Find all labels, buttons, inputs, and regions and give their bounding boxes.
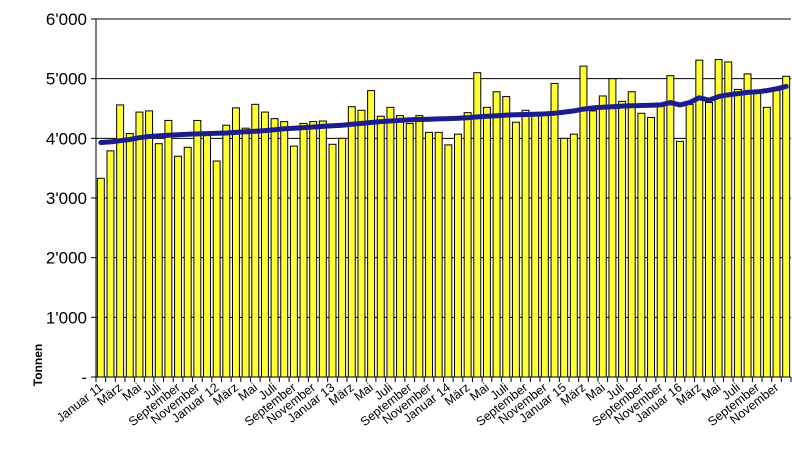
bar bbox=[376, 115, 385, 378]
bar bbox=[704, 102, 713, 378]
bar bbox=[328, 143, 337, 378]
bar bbox=[762, 106, 771, 378]
bar bbox=[647, 116, 656, 378]
bar bbox=[656, 105, 665, 378]
bar bbox=[386, 106, 395, 378]
bar bbox=[260, 111, 269, 378]
trend-line bbox=[98, 83, 789, 145]
bar bbox=[569, 133, 578, 378]
y-tick-label: 6'000 bbox=[46, 10, 87, 29]
bar bbox=[145, 110, 154, 378]
bar bbox=[444, 144, 453, 378]
bar bbox=[482, 106, 491, 378]
bar bbox=[521, 109, 530, 378]
bar bbox=[164, 119, 173, 378]
y-tick-label: 1'000 bbox=[46, 308, 87, 327]
bar bbox=[685, 103, 694, 378]
bar bbox=[222, 124, 231, 378]
bar bbox=[309, 121, 318, 378]
bar bbox=[434, 131, 443, 378]
y-tick-label: 5'000 bbox=[46, 70, 87, 89]
bar bbox=[212, 160, 221, 378]
axes bbox=[95, 19, 792, 382]
bar bbox=[589, 110, 598, 378]
bar bbox=[676, 140, 684, 378]
bar bbox=[425, 131, 433, 378]
bar bbox=[318, 120, 327, 378]
trend-line-series bbox=[98, 83, 789, 145]
bar bbox=[502, 96, 511, 378]
bar bbox=[289, 145, 298, 378]
bar bbox=[357, 109, 366, 378]
bar bbox=[724, 61, 733, 378]
bar bbox=[270, 118, 279, 378]
bar bbox=[666, 75, 675, 378]
bar bbox=[405, 122, 414, 378]
bar bbox=[627, 91, 636, 378]
bar bbox=[154, 143, 163, 378]
bar bbox=[338, 137, 347, 378]
bar bbox=[231, 107, 240, 378]
bar bbox=[531, 115, 540, 378]
bar bbox=[579, 65, 588, 378]
y-tick-label: - bbox=[81, 368, 87, 387]
bar bbox=[608, 78, 617, 378]
bar bbox=[116, 104, 125, 378]
bar bbox=[598, 95, 607, 378]
bar bbox=[733, 88, 742, 378]
y-tick-label: 2'000 bbox=[46, 249, 87, 268]
bar bbox=[743, 73, 752, 378]
bar bbox=[540, 113, 549, 378]
bar bbox=[772, 90, 781, 378]
bar bbox=[492, 91, 501, 378]
bar bbox=[511, 121, 520, 378]
bar bbox=[463, 112, 472, 378]
y-tick-labels: - 1'000 2'000 3'000 4'000 5'000 6'000 bbox=[46, 10, 87, 387]
bar bbox=[560, 137, 569, 378]
bar bbox=[695, 59, 704, 378]
bar bbox=[367, 90, 376, 378]
bar bbox=[251, 103, 260, 378]
y-tick-label: 3'000 bbox=[46, 189, 87, 208]
bar bbox=[618, 100, 627, 378]
bar bbox=[299, 122, 308, 378]
bar bbox=[183, 146, 192, 378]
y-tick-label: 4'000 bbox=[46, 129, 87, 148]
bar bbox=[347, 106, 356, 378]
bar bbox=[96, 177, 105, 378]
bar bbox=[241, 127, 250, 378]
bar bbox=[753, 90, 762, 378]
bar bbox=[280, 121, 289, 378]
bar bbox=[135, 111, 144, 378]
bar bbox=[550, 82, 559, 378]
bar bbox=[125, 133, 134, 378]
bar bbox=[415, 115, 424, 378]
bar bbox=[714, 59, 723, 378]
bar bbox=[203, 134, 211, 378]
bar bbox=[396, 115, 405, 378]
y-axis-label: Tonnen bbox=[31, 344, 45, 386]
bar bbox=[637, 112, 646, 378]
bar bbox=[454, 133, 462, 378]
bar bbox=[193, 119, 202, 378]
bar bbox=[174, 155, 183, 378]
bar bbox=[782, 75, 791, 378]
gridlines bbox=[91, 18, 791, 378]
bar bbox=[106, 150, 115, 378]
